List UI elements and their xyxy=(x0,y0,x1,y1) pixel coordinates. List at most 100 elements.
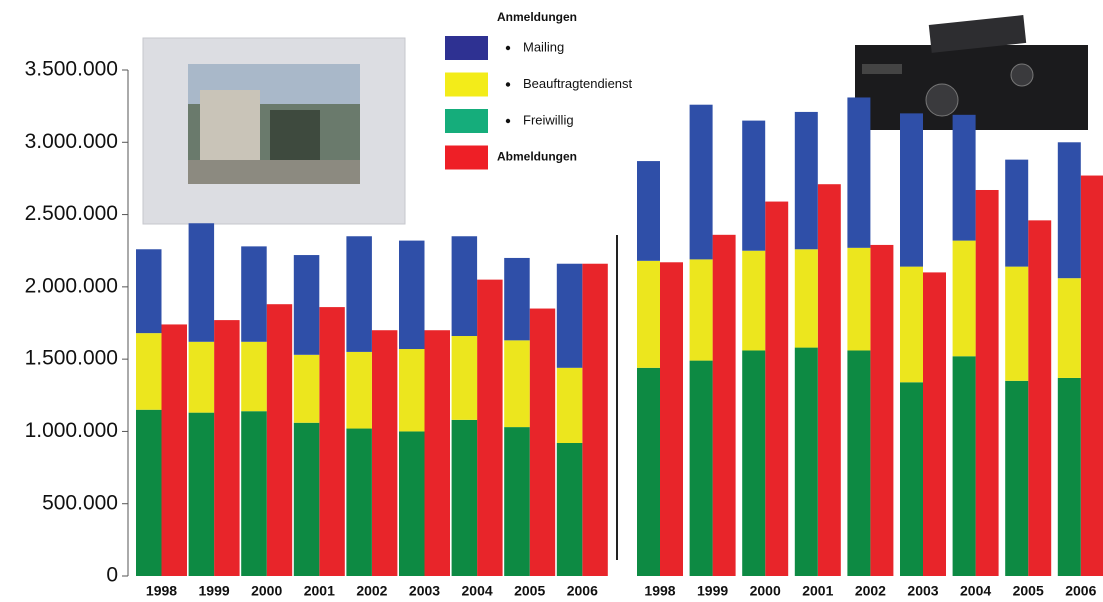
bar xyxy=(399,431,425,576)
bar xyxy=(795,112,818,249)
bar xyxy=(1005,267,1028,381)
bar xyxy=(294,355,320,423)
bar xyxy=(923,272,946,576)
bar xyxy=(765,202,788,576)
bar xyxy=(136,410,162,576)
x-tick-label: 2002 xyxy=(356,583,387,599)
tv-image xyxy=(143,38,405,224)
y-tick-label: 3.500.000 xyxy=(25,58,118,81)
bar xyxy=(1058,278,1081,378)
bar xyxy=(900,113,923,266)
bar xyxy=(847,350,870,576)
bar xyxy=(399,241,425,349)
bar xyxy=(953,115,976,241)
x-tick-label: 2006 xyxy=(1065,583,1096,599)
legend-bullet xyxy=(506,46,510,50)
bar xyxy=(346,429,372,576)
bar xyxy=(557,368,583,443)
bar xyxy=(637,261,660,368)
bar xyxy=(582,264,608,576)
x-tick-label: 2002 xyxy=(855,583,886,599)
x-tick-label: 2000 xyxy=(750,583,781,599)
legend-bullet xyxy=(506,82,510,86)
bar xyxy=(976,190,999,576)
x-tick-label: 1998 xyxy=(644,583,675,599)
x-tick-label: 2005 xyxy=(1013,583,1044,599)
bar xyxy=(241,411,267,576)
bar xyxy=(1058,378,1081,576)
legend-bullet xyxy=(506,119,510,123)
x-tick-label: 1998 xyxy=(146,583,177,599)
bar xyxy=(795,348,818,576)
bar xyxy=(504,258,530,340)
bar xyxy=(847,248,870,351)
x-tick-label: 2000 xyxy=(251,583,282,599)
y-tick-label: 2.000.000 xyxy=(25,274,118,297)
bar xyxy=(557,443,583,576)
legend-swatch xyxy=(445,146,488,170)
y-tick-label: 0 xyxy=(106,564,118,587)
bar xyxy=(452,236,478,336)
bar xyxy=(189,223,215,342)
bar xyxy=(1005,381,1028,576)
bar xyxy=(557,264,583,368)
bar xyxy=(818,184,841,576)
bar xyxy=(452,336,478,420)
bar xyxy=(900,382,923,576)
bar xyxy=(504,427,530,576)
bar xyxy=(870,245,893,576)
y-tick-label: 1.500.000 xyxy=(25,347,118,370)
legend-label: Abmeldungen xyxy=(497,150,577,164)
bar xyxy=(742,350,765,576)
bar xyxy=(372,330,398,576)
bar xyxy=(637,368,660,576)
bar xyxy=(637,161,660,261)
x-tick-label: 2001 xyxy=(802,583,833,599)
y-tick-label: 1.000.000 xyxy=(25,419,118,442)
bar xyxy=(953,241,976,357)
x-tick-label: 2003 xyxy=(907,583,938,599)
bar xyxy=(294,255,320,355)
bar xyxy=(504,340,530,427)
legend-swatch xyxy=(445,109,488,133)
bar xyxy=(1081,176,1103,576)
bar xyxy=(847,97,870,247)
x-tick-label: 2003 xyxy=(409,583,440,599)
x-tick-label: 1999 xyxy=(697,583,728,599)
bar xyxy=(294,423,320,576)
bar xyxy=(267,304,293,576)
bar xyxy=(214,320,240,576)
bar xyxy=(713,235,736,576)
bar xyxy=(189,413,215,576)
x-tick-label: 2004 xyxy=(960,583,991,599)
y-tick-label: 500.000 xyxy=(42,491,118,514)
legend-label: Freiwillig xyxy=(523,112,574,127)
bar xyxy=(425,330,451,576)
bar xyxy=(162,324,188,576)
bar xyxy=(900,267,923,383)
bar xyxy=(690,259,713,360)
bar xyxy=(189,342,215,413)
legend-swatch xyxy=(445,73,488,97)
bar xyxy=(690,105,713,260)
bar xyxy=(1005,160,1028,267)
x-tick-label: 2001 xyxy=(304,583,335,599)
bar xyxy=(530,309,556,576)
chart: Anmeldungen 0500.0001.000.0001.500.0002.… xyxy=(0,0,1103,602)
bar xyxy=(660,262,683,576)
bar xyxy=(795,249,818,347)
x-tick-label: 1999 xyxy=(199,583,230,599)
bar xyxy=(690,361,713,576)
bar xyxy=(1028,220,1051,576)
bar xyxy=(241,342,267,411)
bar xyxy=(953,356,976,576)
bar xyxy=(399,349,425,431)
legend-label: Beauftragtendienst xyxy=(523,76,633,91)
bar xyxy=(477,280,503,576)
x-tick-label: 2005 xyxy=(514,583,545,599)
bar xyxy=(1058,142,1081,278)
legend-swatch xyxy=(445,36,488,60)
bar xyxy=(346,236,372,352)
bar xyxy=(452,420,478,576)
bar xyxy=(742,121,765,251)
